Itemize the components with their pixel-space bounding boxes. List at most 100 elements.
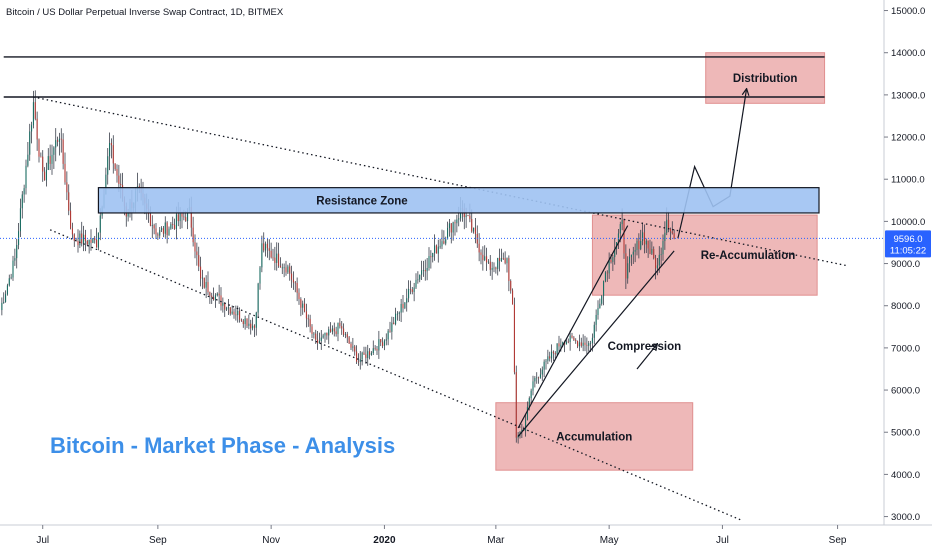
candle (174, 218, 176, 230)
time-tick-label: 2020 (373, 535, 396, 546)
candle (636, 237, 638, 256)
candle-body (621, 220, 623, 225)
candle-body (257, 283, 259, 313)
candle-body (55, 140, 57, 148)
candle-body (647, 240, 649, 249)
candle-body (331, 328, 333, 332)
zone-distribution (705, 52, 826, 104)
price-tick-label: 15000.0 (891, 6, 925, 17)
candle-body (322, 335, 324, 338)
candle-body (569, 335, 571, 342)
candle-body (363, 352, 365, 355)
candle (515, 365, 517, 443)
dotted-trendline[interactable] (33, 96, 847, 267)
candle-body (447, 227, 449, 240)
projection-arrow[interactable] (636, 344, 657, 370)
candle-body (597, 307, 599, 315)
candle (632, 246, 634, 264)
candle-body (541, 369, 543, 375)
candle-body (216, 293, 218, 296)
candle-body (668, 219, 670, 230)
time-tick-label: Sep (149, 535, 167, 546)
candle (170, 222, 172, 230)
candle (196, 242, 198, 266)
candle-body (450, 223, 452, 233)
candle-body (473, 227, 475, 232)
candle-body (604, 272, 606, 282)
candle (673, 229, 675, 240)
candle (194, 234, 196, 259)
channel-line[interactable] (517, 225, 629, 429)
candle (324, 332, 326, 343)
candle-body (636, 240, 638, 250)
candle-body (649, 248, 651, 254)
candle-body (547, 356, 549, 361)
candle (447, 221, 449, 240)
candle-body (489, 261, 491, 270)
candle (84, 229, 86, 252)
candle-body (109, 142, 111, 157)
candle-body (545, 360, 547, 362)
candle (398, 311, 400, 321)
candle-body (66, 182, 68, 193)
candle (216, 292, 218, 297)
candle (489, 255, 491, 276)
candle (586, 337, 588, 355)
candle-body (268, 248, 270, 251)
candle-body (64, 163, 66, 183)
candle-body (77, 241, 79, 246)
candle-body (68, 192, 70, 211)
candle-body (5, 294, 7, 302)
candle-body (606, 272, 608, 274)
candle (408, 280, 410, 303)
dotted-trendline[interactable] (49, 229, 744, 522)
candle-body (14, 258, 16, 261)
time-axis[interactable]: Jul Sep Nov 2020 Mar May Jul Sep (36, 525, 847, 546)
candle (259, 266, 261, 290)
candle (227, 299, 229, 316)
candle-body (372, 348, 374, 354)
candle-body (441, 241, 443, 247)
candle-body (222, 302, 224, 306)
candle (205, 275, 207, 299)
candle (502, 252, 504, 261)
candle-body (391, 322, 393, 332)
candle (235, 305, 237, 321)
candle-body (49, 156, 51, 164)
candle-body (486, 256, 488, 263)
candle-body (304, 303, 306, 312)
candle (382, 337, 384, 349)
candle-body (506, 258, 508, 264)
candle-body (454, 222, 456, 224)
candle-body (619, 224, 621, 234)
candle-body (333, 328, 335, 332)
candle-body (532, 381, 534, 391)
candle (411, 286, 413, 295)
candle (543, 359, 545, 378)
candle (387, 328, 389, 346)
candle-body (315, 333, 317, 340)
candle-body (116, 168, 118, 176)
candle-body (120, 183, 122, 186)
candle (307, 314, 309, 327)
candle-body (603, 281, 605, 297)
candle (536, 372, 538, 384)
candle-body (510, 280, 512, 291)
price-axis[interactable]: 3000.0 4000.0 5000.0 6000.0 7000.0 8000.0 9000… (884, 6, 925, 523)
last-price-marker: 9596.011:05:22 (885, 230, 931, 258)
candle-body (456, 219, 458, 224)
candle-body (183, 216, 185, 218)
price-tick-label: 13000.0 (891, 90, 925, 101)
candle-body (326, 332, 328, 336)
candle-body (445, 239, 447, 244)
candle (456, 214, 458, 233)
candle-body (560, 344, 562, 347)
candle-body (421, 270, 423, 275)
candle (231, 305, 233, 315)
candle (651, 241, 653, 256)
candle (473, 227, 475, 234)
channel-line[interactable] (517, 250, 675, 437)
candle (517, 432, 519, 444)
candle-body (513, 304, 515, 373)
candle (229, 307, 231, 316)
